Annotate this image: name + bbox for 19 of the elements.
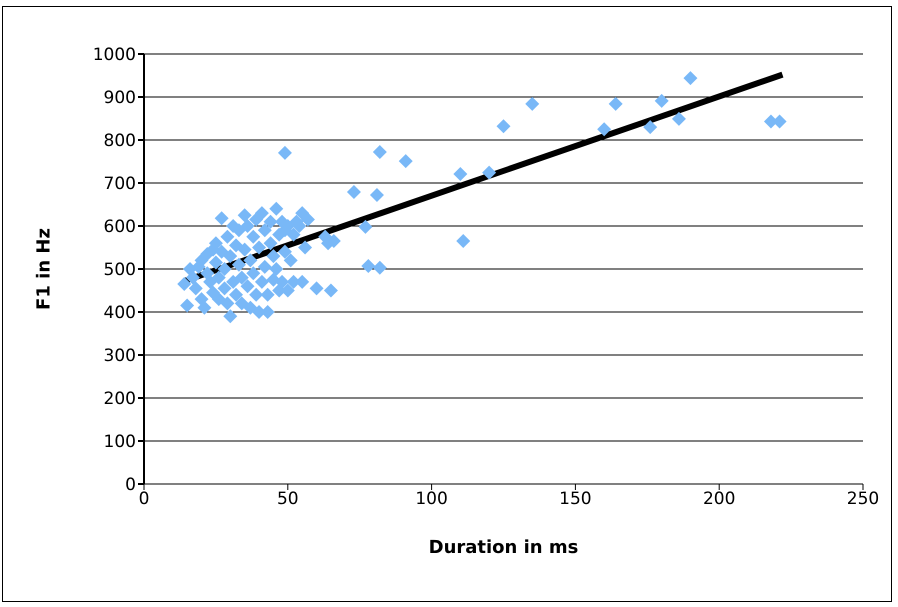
y-tick-label: 200 <box>104 389 136 410</box>
y-tick-label: 300 <box>104 346 136 366</box>
y-tick-label: 0 <box>125 475 136 496</box>
x-tick-label: 50 <box>276 489 299 510</box>
x-tick-label: 200 <box>702 489 736 510</box>
x-tick-label: 250 <box>846 489 880 510</box>
y-tick-label: 900 <box>104 88 136 108</box>
y-tick-label: 500 <box>104 260 136 280</box>
y-tick-label: 400 <box>104 303 136 324</box>
y-tick-label: 800 <box>104 131 136 152</box>
x-axis-title: Duration in ms <box>428 537 578 558</box>
x-tick-label: 100 <box>415 489 448 510</box>
y-tick-label: 100 <box>104 432 136 452</box>
y-tick-label: 700 <box>104 174 136 194</box>
x-tick-label: 0 <box>138 489 150 510</box>
y-tick-label: 600 <box>104 217 136 238</box>
y-axis-title: F1 in Hz <box>33 228 54 310</box>
y-tick-label: 1000 <box>92 45 136 66</box>
x-tick-label: 150 <box>559 489 592 510</box>
